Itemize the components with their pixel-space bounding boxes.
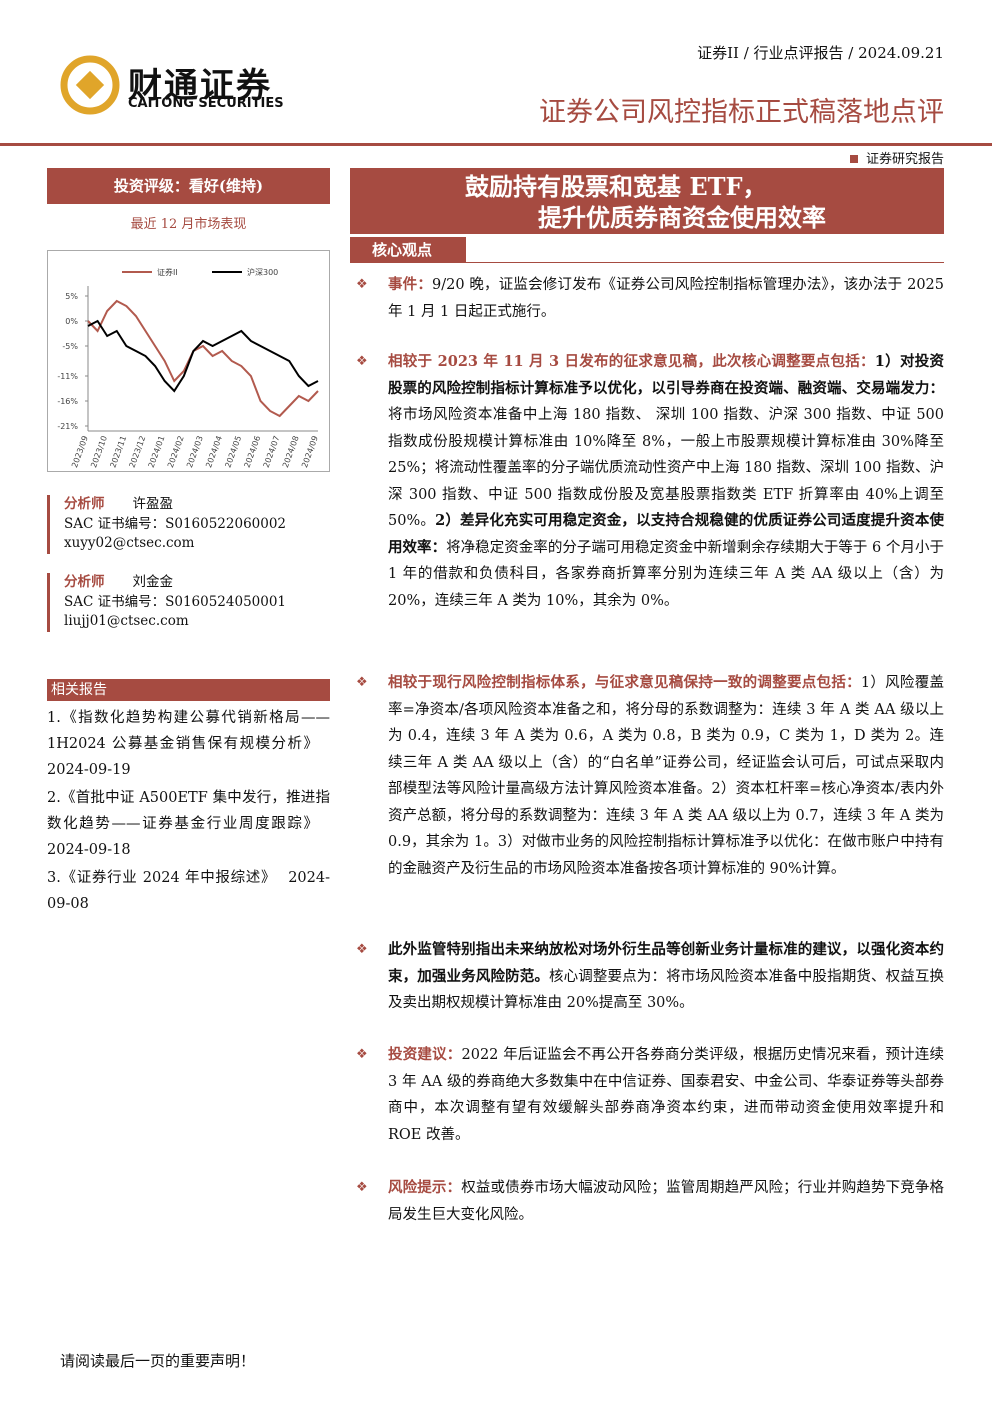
header-rule <box>0 143 992 146</box>
logo-icon <box>60 55 120 115</box>
x-tick-label: 2024/08 <box>281 435 301 469</box>
analyst-sac: SAC 证书编号：S0160522060002 <box>64 515 287 532</box>
text-run: 相较于 2023 年 11 月 3 日发布的征求意见稿，此次核心调整要点包括： <box>388 353 875 370</box>
analyst-role: 分析师 <box>64 574 105 590</box>
legend-label: 证券II <box>157 267 178 277</box>
related-title: 相关报告 <box>47 679 330 701</box>
related-text: 3.《证券行业 2024 年中报综述》 <box>47 870 277 886</box>
series-line <box>87 299 319 418</box>
paragraph: 投资建议：2022 年后证监会不再公开各券商分类评级，根据历史情况来看，预计连续… <box>356 1042 944 1148</box>
analyst-role: 分析师 <box>64 496 105 512</box>
main-title-line: 鼓励持有股票和宽基 ETF， <box>465 172 767 201</box>
footer: 请阅读最后一页的重要声明！ <box>60 1352 256 1370</box>
x-tick-label: 2024/02 <box>166 435 186 469</box>
logo-name: 财通证券 <box>128 66 272 106</box>
related-text: 1.《指数化趋势构建公募代销新格局——1H2024 公募基金销售保有规模分析》 <box>47 710 330 752</box>
x-tick-label: 2023/10 <box>89 435 109 469</box>
logo-en: CAITONG SECURITIES <box>128 96 284 111</box>
related-text: 2.《首批中证 A500ETF 集中发行，推进指数化趋势——证券基金行业周度跟踪… <box>47 790 330 832</box>
text-run: 将净稳定资金率的分子端可用稳定资金中新增剩余存续期大于等于 6 个月小于 1 年… <box>388 539 945 609</box>
x-tick-label: 2024/06 <box>243 435 263 469</box>
y-tick-label: -16% <box>57 397 78 406</box>
analyst: 分析师 刘金金 SAC 证书编号：S0160524050001 liujj01@cts… <box>47 573 347 632</box>
x-tick-label: 2023/09 <box>70 435 90 469</box>
x-tick-label: 2024/01 <box>147 435 167 469</box>
related-item: 1.《指数化趋势构建公募代销新格局——1H2024 公募基金销售保有规模分析》 2… <box>47 705 330 783</box>
paragraph: 风险提示：权益或债券市场大幅波动风险；监管周期趋严风险；行业并购趋势下竞争格局发… <box>356 1175 945 1228</box>
y-tick-label: -21% <box>57 422 78 431</box>
text-run: 投资建议： <box>388 1046 462 1063</box>
series-line <box>87 319 319 393</box>
text-run: 将市场风险资本准备中上海 180 指数、 深圳 100 指数、沪深 300 指数… <box>388 407 944 529</box>
paragraph: 相较于 2023 年 11 月 3 日发布的征求意见稿，此次核心调整要点包括：1… <box>356 349 945 614</box>
analyst-row: 分析师 许盈盈 <box>64 495 347 515</box>
rating: 投资评级：看好(维持) <box>47 168 330 204</box>
text-run: 核心调整要点为：将市场风险资本准备中股指期货、权益互换及卖出期权规模计算标准由 … <box>388 968 945 1012</box>
y-tick-label: -11% <box>57 372 78 381</box>
x-tick-label: 2024/07 <box>262 435 282 469</box>
text-run: 9/20 晚，证监会修订发布《证券公司风险控制指标管理办法》，该办法于 2025… <box>388 277 945 320</box>
x-tick-label: 2024/05 <box>223 435 243 469</box>
legend-label: 沪深300 <box>247 267 278 277</box>
text-run: 此外监管特别指出未来纳放松对场外衍生品等创新业务计量标准的建议，以强化资本约束，… <box>388 941 944 985</box>
x-tick-label: 2024/09 <box>300 435 320 469</box>
analyst-name: 刘金金 <box>132 574 174 590</box>
analyst-name: 许盈盈 <box>132 496 174 512</box>
main-title-line: 提升优质券商资金使用效率 <box>538 203 826 232</box>
paragraph: 此外监管特别指出未来纳放松对场外衍生品等创新业务计量标准的建议，以强化资本约束，… <box>356 937 945 1017</box>
text-run: 2022 年后证监会不再公开各券商分类评级，根据历史情况来看，预计连续 3 年 … <box>388 1047 944 1143</box>
related-item: 3.《证券行业 2024 年中报综述》 2024-09-08 <box>47 865 330 917</box>
y-tick-label: -5% <box>62 342 78 351</box>
x-tick-label: 2024/04 <box>204 435 224 469</box>
x-tick-label: 2023/11 <box>108 435 128 469</box>
analyst: 分析师 许盈盈 SAC 证书编号：S0160522060002 xuyy02@ctse… <box>47 495 347 554</box>
chart: 5% 0% -5% -11% -16% -21% 2023/09 2023/10 2023/11… <box>47 250 330 472</box>
analyst-row: 分析师 刘金金 <box>64 573 347 593</box>
text-run: 风险提示： <box>388 1179 462 1196</box>
report-type-text: 证券研究报告 <box>865 152 944 167</box>
analyst-email: liujj01@ctsec.com <box>64 613 189 629</box>
analyst-email: xuyy02@ctsec.com <box>64 535 195 551</box>
y-tick-label: 5% <box>65 292 78 301</box>
text-run: 事件： <box>388 276 433 293</box>
section-tab: 核心观点 <box>350 237 466 263</box>
x-tick-label: 2023/12 <box>128 435 148 469</box>
analyst-sac: SAC 证书编号：S0160524050001 <box>64 593 287 610</box>
x-tick-label: 2024/03 <box>185 435 205 469</box>
related-date: 2024-09-18 <box>47 842 131 858</box>
report-type: 证券研究报告 <box>849 148 944 167</box>
section-rule <box>350 262 944 263</box>
report-title: 证券公司风控指标正式稿落地点评 <box>539 97 944 128</box>
text-run: 1）对投资股票的风险控制指标计算标准予以优化，以引导券商在投资端、融资端、交易端… <box>388 353 944 397</box>
text-run: 相较于现行风险控制指标体系，与征求意见稿保持一致的调整要点包括： <box>388 674 861 691</box>
paragraph: 相较于现行风险控制指标体系，与征求意见稿保持一致的调整要点包括：1）风险覆盖率=… <box>356 670 944 882</box>
chart-caption: 最近 12 月市场表现 <box>130 217 247 232</box>
text-run: 2）差异化充实可用稳定资金，以支持合规稳健的优质证券公司适度提升资本使用效率： <box>388 512 944 556</box>
text-run: 权益或债券市场大幅波动风险；监管周期趋严风险；行业并购趋势下竞争格局发生巨大变化… <box>388 1180 945 1223</box>
paragraph: 事件：9/20 晚，证监会修订发布《证券公司风险控制指标管理办法》，该办法于 2… <box>356 272 945 325</box>
breadcrumb: 证券II / 行业点评报告 / 2024.09.21 <box>697 44 944 62</box>
text-run: 1）风险覆盖率=净资本/各项风险资本准备之和，将分母的系数调整为：连续 3 年 … <box>388 675 944 877</box>
related-date: 2024-09-08 <box>47 870 330 912</box>
related-date: 2024-09-19 <box>47 762 131 778</box>
main-title: 鼓励持有股票和宽基 ETF， 提升优质券商资金使用效率 <box>350 168 944 234</box>
y-tick-label: 0% <box>65 317 78 326</box>
related-item: 2.《首批中证 A500ETF 集中发行，推进指数化趋势——证券基金行业周度跟踪… <box>47 785 330 863</box>
